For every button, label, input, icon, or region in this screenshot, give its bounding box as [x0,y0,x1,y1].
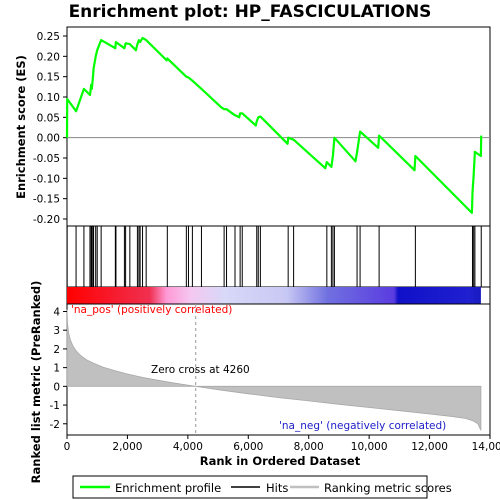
es-y-tick-label: 0.25 [37,31,60,43]
metric-x-tick-label: 10,000 [351,441,388,453]
es-y-tick-label: 0.10 [37,92,60,104]
metric-y-tick-label: 0 [53,381,60,393]
es-y-tick-label: 0.05 [37,112,60,124]
gradient-panel [66,286,491,305]
metric-x-tick-label: 8,000 [294,441,324,453]
es-y-tick-label: -0.20 [33,214,60,226]
metric-y-axis-label: Ranked list metric (PreRanked) [29,281,43,484]
metric-y-ticks: 4 3 2 1 0 -1 -2 [50,306,67,431]
metric-y-tick-label: -2 [50,419,60,431]
legend-enrichment-label: Enrichment profile [115,481,221,495]
es-y-tick-label: 0.20 [37,51,60,63]
positive-correlation-label: 'na_pos' (positively correlated) [71,304,232,316]
metric-y-tick-label: 1 [53,363,60,375]
es-plot-frame [66,26,491,227]
metric-panel: Zero cross at 4260 'na_pos' (positively … [29,281,500,484]
ranking-metric-area [66,309,482,431]
metric-y-tick-label: 3 [53,325,60,337]
metric-y-tick-label: 2 [53,344,60,356]
legend: Enrichment profile Hits Ranking metric s… [72,475,452,499]
metric-x-tick-label: 14,000 [472,441,500,453]
metric-x-tick-label: 12,000 [411,441,448,453]
metric-y-tick-label: 4 [53,306,60,318]
es-y-axis-label: Enrichment score (ES) [14,55,28,199]
zero-cross-label: Zero cross at 4260 [151,364,250,376]
es-y-ticks: 0.25 0.20 0.15 0.10 0.05 0.00 -0.05 -0.10 -0.15 -… [33,31,67,226]
hits-panel [66,225,491,288]
es-panel: 0.25 0.20 0.15 0.10 0.05 0.00 -0.05 -0.10 -0.15 -… [14,26,491,227]
hits-plot-frame [66,225,491,288]
metric-x-axis-label: Rank in Ordered Dataset [200,454,361,468]
metric-x-tick-label: 2,000 [112,441,142,453]
es-y-tick-label: -0.10 [33,173,60,185]
negative-correlation-label: 'na_neg' (negatively correlated) [279,420,446,432]
metric-y-tick-label: -1 [50,400,60,412]
rank-gradient-bar [67,287,481,304]
metric-x-tick-label: 6,000 [233,441,263,453]
legend-hits-label: Hits [266,481,288,495]
metric-x-ticks: 0 2,000 4,000 6,000 8,000 10,000 12,000 14,000 [64,435,500,453]
chart-title: Enrichment plot: HP_FASCICULATIONS [69,2,432,22]
es-y-tick-label: 0.00 [37,133,60,145]
enrichment-profile-line [65,36,483,214]
es-y-tick-label: -0.15 [33,194,60,206]
hit-lines [66,226,482,287]
metric-x-tick-label: 4,000 [173,441,203,453]
metric-plot-frame [66,303,491,436]
es-y-tick-label: 0.15 [37,72,60,84]
es-y-tick-label: -0.05 [33,153,60,165]
legend-metric-label: Ranking metric scores [324,481,452,495]
metric-x-tick-label: 0 [64,441,71,453]
